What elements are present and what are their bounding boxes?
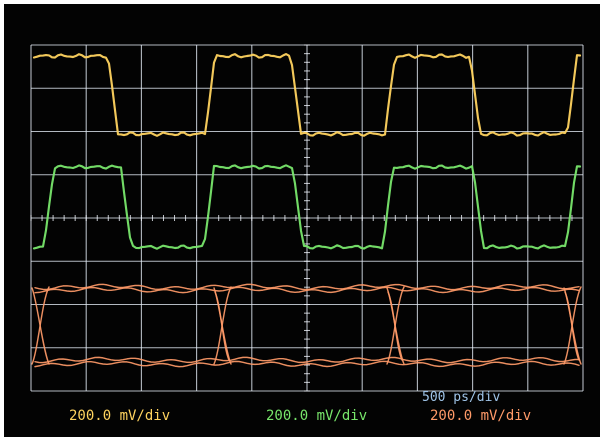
orange-eye-crossing-overlay (387, 291, 403, 361)
grid-center-ticks (30, 44, 573, 392)
channel-3-scale-readout: 200.0 mV/div (430, 408, 532, 424)
orange-eye-lower-trace-secondary (34, 360, 580, 368)
orange-eye-crossing-overlay (564, 291, 580, 361)
orange-eye-crossing-overlay (214, 291, 230, 361)
channel-2-scale-readout: 200.0 mV/div (266, 408, 368, 424)
timebase-readout: 500 ps/div (422, 390, 501, 405)
yellow-square-wave-trace (32, 53, 582, 137)
green-square-wave-trace (32, 164, 582, 250)
orange-eye-upper-trace-secondary (34, 286, 580, 294)
channel-1-scale-readout: 200.0 mV/div (69, 408, 171, 424)
orange-eye-lower-trace (34, 356, 580, 364)
waveform-traces (31, 53, 582, 368)
orange-eye-upper-trace (34, 283, 580, 291)
orange-eye-crossing-fall (31, 286, 50, 365)
orange-eye-crossings (31, 286, 582, 365)
